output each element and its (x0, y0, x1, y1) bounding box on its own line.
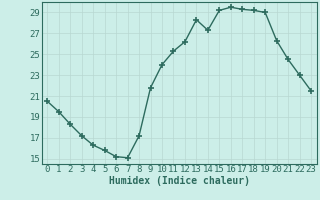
X-axis label: Humidex (Indice chaleur): Humidex (Indice chaleur) (109, 176, 250, 186)
